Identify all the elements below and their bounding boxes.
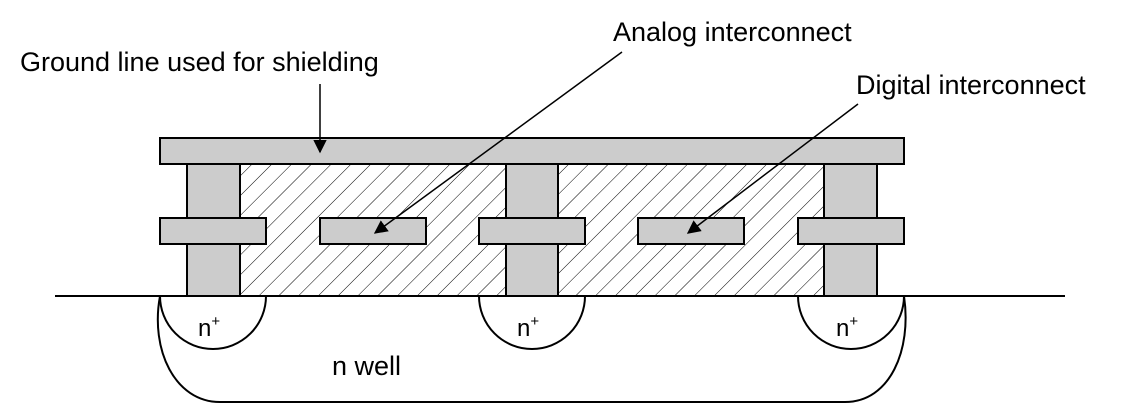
n-plus-diffusion-left [159, 295, 267, 350]
analog-interconnect-line [319, 217, 427, 245]
n-well-label: n well [332, 351, 401, 381]
n-plus-label-middle: n+ [517, 313, 539, 342]
ground-line-metal1-left [159, 217, 267, 245]
ground-shield-line [159, 137, 905, 165]
n-plus-diffusion-middle [478, 295, 586, 350]
n-plus-label-right: n+ [836, 313, 858, 342]
ground-line-label: Ground line used for shielding [20, 47, 379, 77]
analog-arrow [373, 51, 623, 234]
ground-line-metal1-middle [478, 217, 586, 245]
digital-arrow [686, 103, 859, 234]
analog-interconnect-label: Analog interconnect [613, 17, 852, 47]
n-plus-label-left: n+ [198, 313, 220, 342]
n-well [156, 295, 907, 403]
n-plus-diffusion-right [797, 295, 905, 350]
ground-line-metal1-right [797, 217, 905, 245]
digital-interconnect-label: Digital interconnect [856, 70, 1086, 100]
